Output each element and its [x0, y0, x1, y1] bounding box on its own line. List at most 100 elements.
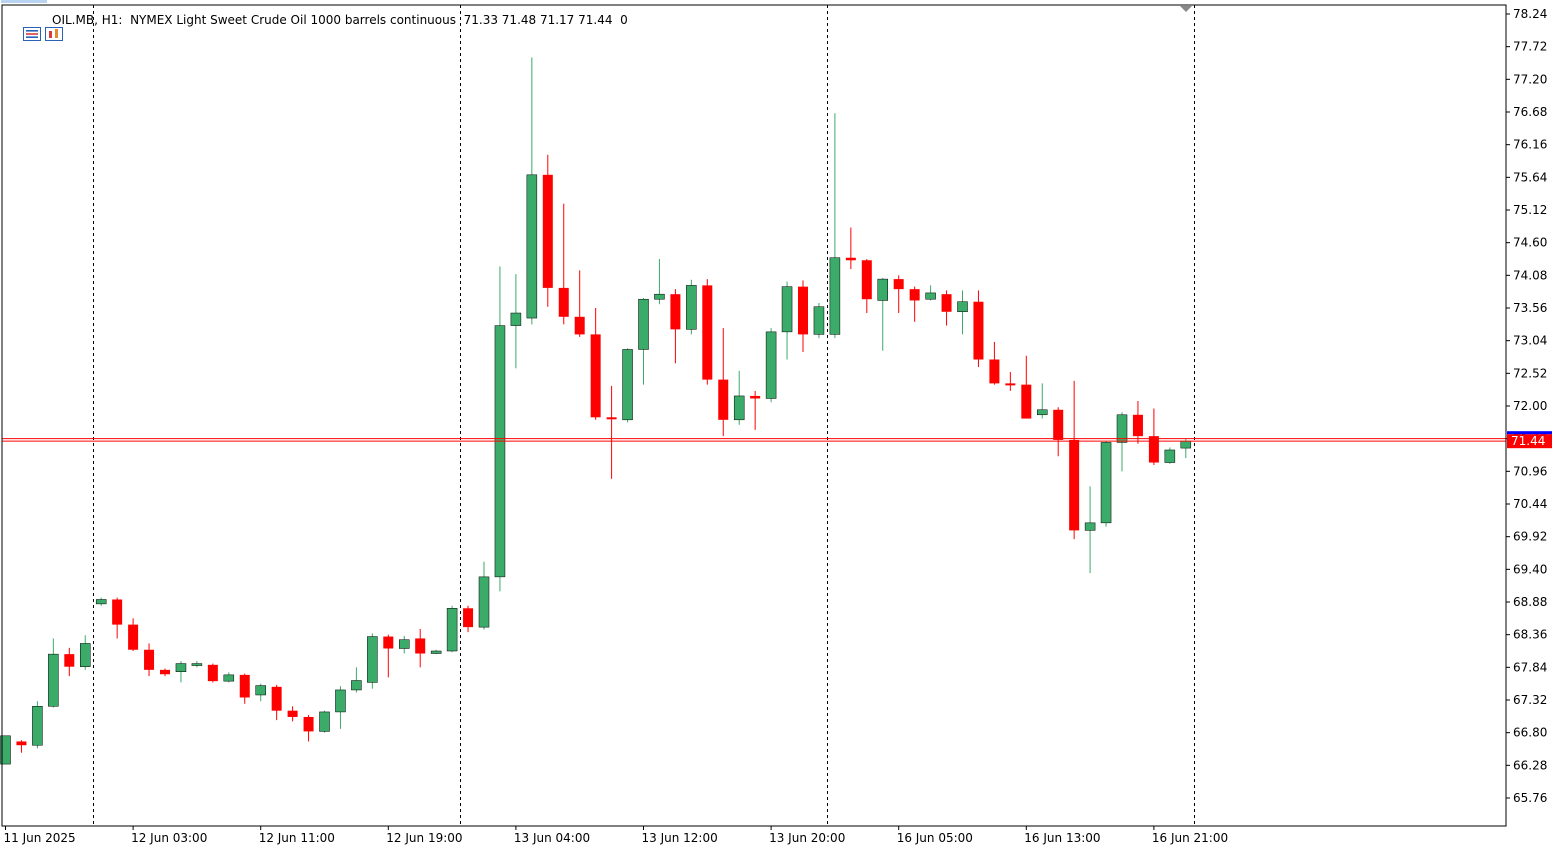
candle-bull[interactable] [223, 672, 235, 683]
candle-bear[interactable] [542, 154, 553, 307]
candle-bull[interactable] [367, 633, 378, 689]
candle-bull[interactable] [733, 370, 745, 425]
candle-bull[interactable] [813, 302, 825, 339]
candle-bear[interactable] [606, 385, 617, 479]
y-tick-label: 75.64 [1513, 170, 1547, 184]
candle-bull[interactable] [399, 635, 410, 654]
candle-body [909, 289, 920, 301]
candle-bear[interactable] [1053, 407, 1064, 457]
candle-bull[interactable] [654, 259, 665, 305]
candle-bull[interactable] [1116, 412, 1128, 472]
candle-bull[interactable] [80, 635, 91, 670]
candle-bear[interactable] [128, 618, 139, 651]
y-tick-label: 67.84 [1513, 660, 1547, 674]
candle-bull[interactable] [1084, 486, 1096, 574]
candle-bear[interactable] [160, 668, 170, 677]
candle-bear[interactable] [1005, 372, 1016, 391]
candle-body [16, 741, 27, 746]
candle-bull[interactable] [32, 701, 43, 749]
candle-body [829, 257, 841, 335]
candle-bear[interactable] [271, 684, 282, 721]
candle-bear[interactable] [973, 290, 984, 368]
price-box-bg [1507, 434, 1552, 449]
candle-bear[interactable] [16, 740, 27, 753]
candle-bull[interactable] [957, 290, 968, 335]
candle-bear[interactable] [558, 203, 569, 325]
candle-bear[interactable] [463, 605, 474, 633]
candle-bear[interactable] [383, 634, 394, 678]
candle-bear[interactable] [1021, 355, 1032, 419]
time-axis[interactable]: 11 Jun 2025 12 Jun 03:00 12 Jun 11:00 12 Ju… [4, 826, 1229, 845]
candle-bull[interactable] [255, 683, 266, 702]
candle-bear[interactable] [941, 290, 952, 326]
candle-bull[interactable] [510, 274, 522, 369]
candle-bear[interactable] [893, 275, 904, 314]
candle-bear[interactable] [64, 647, 75, 677]
candle-bull[interactable] [829, 113, 841, 339]
candle-bear[interactable] [239, 673, 250, 704]
candle-bear[interactable] [287, 706, 298, 722]
candle-body [1100, 442, 1112, 524]
candle-bear[interactable] [303, 715, 314, 742]
candle-bear[interactable] [1132, 400, 1143, 444]
candle-bull[interactable] [638, 297, 649, 385]
candle-bull[interactable] [335, 686, 346, 729]
candle-bull[interactable] [48, 638, 59, 708]
candle-body [526, 174, 538, 319]
candle-bull[interactable] [191, 661, 203, 668]
candle-bear[interactable] [590, 308, 601, 420]
candle-bull[interactable] [478, 561, 490, 630]
shift-marker-icon[interactable] [1180, 6, 1192, 12]
candle-bull[interactable] [95, 597, 107, 606]
candle-bull[interactable] [877, 277, 888, 351]
candle-bull[interactable] [175, 661, 187, 683]
candle-body [1053, 409, 1064, 440]
candle-bull[interactable] [0, 735, 11, 765]
candle-bull[interactable] [765, 328, 777, 403]
candle-body [941, 294, 952, 312]
candle-body [287, 710, 298, 717]
candle-bull[interactable] [1037, 383, 1048, 419]
candle-bull[interactable] [1164, 447, 1176, 464]
candle-body [175, 663, 187, 672]
candle-bull[interactable] [686, 279, 697, 335]
candle-bull[interactable] [351, 667, 362, 693]
y-tick-label: 73.56 [1513, 301, 1547, 315]
candle-body [239, 674, 250, 698]
candle-body [638, 298, 649, 350]
candle-bull[interactable] [494, 266, 506, 592]
candle-bear[interactable] [909, 286, 920, 322]
candle-bear[interactable] [702, 279, 713, 385]
candle-bull[interactable] [1100, 441, 1112, 527]
candle-bear[interactable] [670, 289, 681, 364]
candle-bull[interactable] [319, 710, 330, 733]
candle-bear[interactable] [750, 390, 761, 430]
candle-bear[interactable] [112, 597, 123, 639]
price-axis[interactable]: 78.24 77.72 77.20 76.68 76.16 75.64 75.12 74.60… [1506, 7, 1547, 805]
candle-body [0, 735, 11, 765]
y-tick-label: 69.92 [1513, 530, 1547, 544]
candle-bull[interactable] [925, 285, 936, 301]
candle-bear[interactable] [861, 259, 872, 314]
candle-bull[interactable] [526, 57, 538, 325]
candle-bear[interactable] [718, 328, 729, 437]
candle-bear[interactable] [144, 643, 155, 677]
chart-window-icon[interactable] [30, 13, 64, 41]
candle-bull[interactable] [430, 649, 442, 655]
candle-bear[interactable] [1148, 408, 1159, 466]
candle-bear[interactable] [798, 280, 808, 352]
candle-bear[interactable] [574, 270, 585, 337]
candle-bull[interactable] [446, 605, 458, 653]
candle-bear[interactable] [415, 629, 426, 668]
candle-body [351, 680, 362, 691]
candle-body [510, 312, 522, 326]
candle-bull[interactable] [781, 281, 793, 360]
candle-bear[interactable] [207, 663, 218, 683]
candle-bull[interactable] [622, 348, 633, 423]
menu-icon[interactable] [8, 13, 42, 41]
candle-bear[interactable] [1069, 380, 1080, 540]
y-tick-label: 70.44 [1513, 497, 1547, 511]
candle-bear[interactable] [845, 227, 856, 270]
candle-bear[interactable] [989, 341, 1000, 385]
